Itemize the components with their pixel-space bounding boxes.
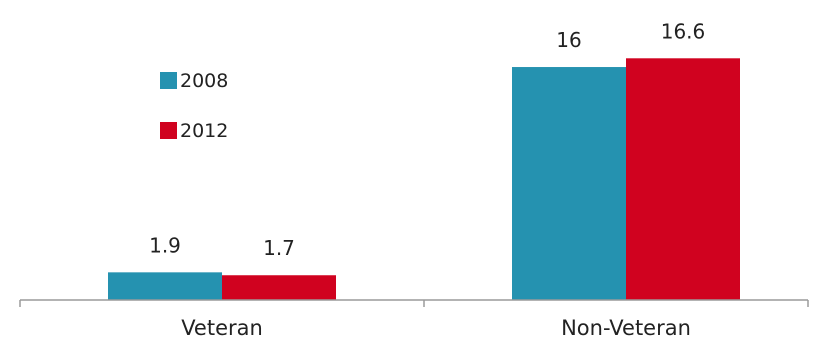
data-label-non-veteran-2008: 16 xyxy=(556,28,581,52)
bars-layer xyxy=(108,58,740,301)
x-axis: Veteran Non-Veteran xyxy=(19,299,809,340)
data-label-veteran-2008: 1.9 xyxy=(149,233,181,257)
legend-swatch-2012 xyxy=(160,122,177,139)
bar-non-veteran-2012 xyxy=(626,58,740,300)
x-tick-label-veteran: Veteran xyxy=(181,316,263,340)
legend-swatch-2008 xyxy=(160,72,177,89)
legend: 2008 2012 xyxy=(160,70,228,142)
x-tick-label-non-veteran: Non-Veteran xyxy=(561,316,691,340)
bar-veteran-2008 xyxy=(108,272,222,300)
data-labels-layer: 1.9 1.7 16 16.6 xyxy=(149,19,705,260)
legend-label-2008: 2008 xyxy=(180,70,228,92)
data-label-veteran-2012: 1.7 xyxy=(263,236,295,260)
bar-non-veteran-2008 xyxy=(512,67,626,301)
data-label-non-veteran-2012: 16.6 xyxy=(661,19,706,43)
legend-label-2012: 2012 xyxy=(180,120,228,142)
bar-veteran-2012 xyxy=(222,275,336,300)
